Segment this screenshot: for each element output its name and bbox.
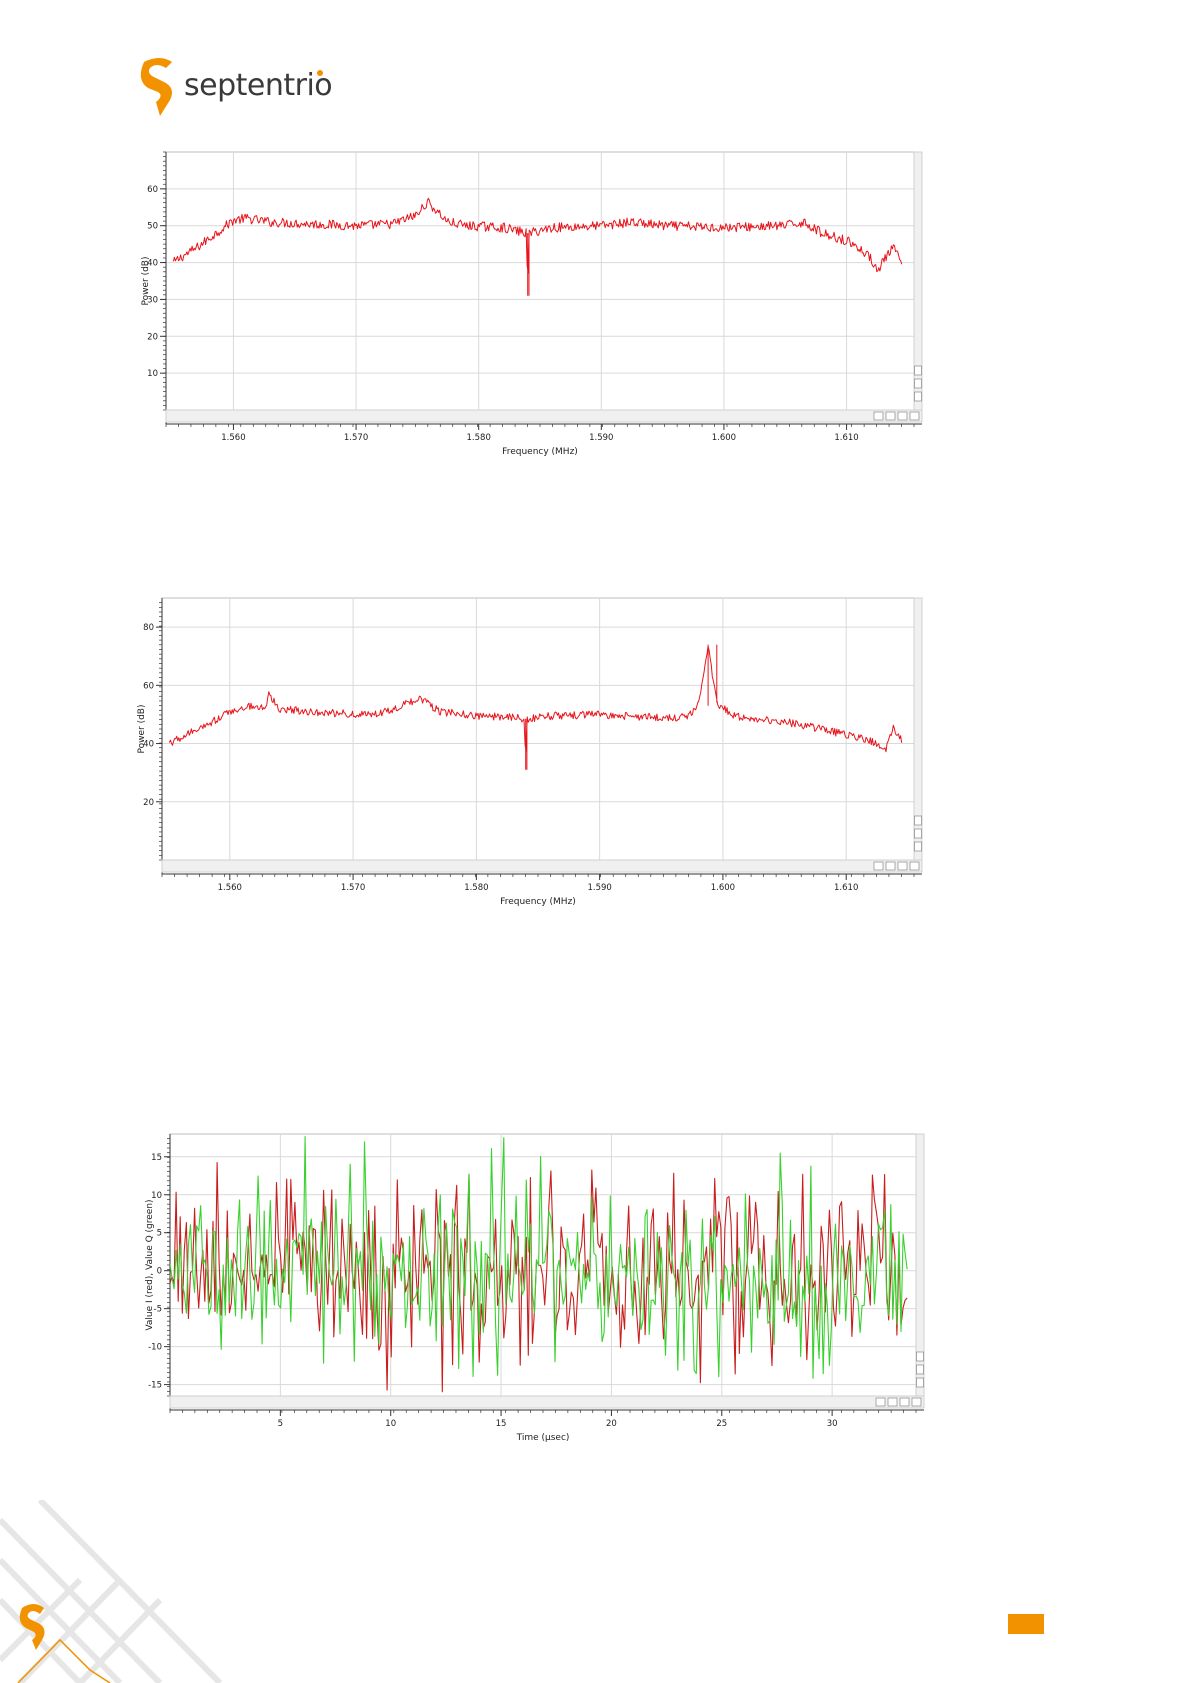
h-pan-icon[interactable]	[897, 411, 908, 421]
x-tick-label: 1.610	[834, 433, 858, 443]
zoom-in-icon[interactable]	[914, 815, 922, 826]
y-axis-label: Value I (red), Value Q (green)	[145, 1199, 155, 1330]
h-fit-icon[interactable]	[911, 1397, 922, 1407]
h-zoom-out-icon[interactable]	[887, 1397, 898, 1407]
zoom-out-icon[interactable]	[916, 1364, 924, 1375]
zoom-out-icon[interactable]	[914, 378, 922, 389]
y-tick-label: 5	[157, 1229, 162, 1239]
x-tick-label: 1.580	[464, 883, 488, 893]
vertical-scrollbar[interactable]	[913, 151, 923, 411]
y-tick-label: -15	[148, 1381, 162, 1391]
y-axis-label: Power (dB)	[141, 257, 151, 306]
x-tick-label: 1.560	[221, 433, 245, 443]
chart-svg: 5 10 15 20 25 30 -15 -10 -5 0 5 10 15 Time (µsec) Valu…	[145, 1133, 925, 1443]
vertical-scrollbar[interactable]	[913, 597, 923, 861]
corner-logo-icon	[19, 1604, 45, 1650]
spectrum-chart-1: 1.560 1.570 1.580 1.590 1.600 1.610 10 20 30 40 50…	[140, 150, 940, 486]
series-line	[168, 644, 903, 770]
y-tick-label: 60	[147, 185, 158, 195]
x-axis-label: Frequency (MHz)	[502, 447, 578, 457]
x-tick-label: 1.580	[467, 433, 491, 443]
zoom-fit-icon[interactable]	[916, 1377, 924, 1388]
plot-area	[165, 151, 915, 411]
y-tick-label: 80	[143, 623, 154, 633]
series-layer	[170, 1135, 908, 1393]
y-tick-label: -10	[148, 1343, 162, 1353]
series-layer	[172, 197, 903, 296]
h-zoom-out-icon[interactable]	[885, 861, 896, 871]
h-zoom-in-icon[interactable]	[873, 411, 884, 421]
chart-svg: 1.560 1.570 1.580 1.590 1.600 1.610 20 40 60 80 Fr…	[137, 597, 923, 907]
zoom-out-icon[interactable]	[914, 828, 922, 839]
h-zoom-in-icon[interactable]	[875, 1397, 886, 1407]
grid-lines	[162, 598, 914, 860]
h-zoom-in-icon[interactable]	[873, 861, 884, 871]
y-tick-label: 20	[143, 798, 154, 808]
y-axis-label: Power (dB)	[137, 705, 147, 754]
y-tick-label: -5	[154, 1305, 162, 1315]
y-tick-label: 40	[143, 740, 154, 750]
h-zoom-out-icon[interactable]	[885, 411, 896, 421]
x-axis-label: Time (µsec)	[516, 1433, 570, 1443]
spectrum-chart-2: 1.560 1.570 1.580 1.590 1.600 1.610 20 40 60 80 Fr…	[137, 596, 940, 937]
x-tick-label: 1.590	[589, 433, 613, 443]
series-line	[170, 1135, 908, 1379]
zoom-fit-icon[interactable]	[914, 391, 922, 402]
x-tick-label: 1.570	[344, 433, 368, 443]
x-tick-label: 10	[385, 1419, 396, 1429]
x-tick-label: 1.570	[341, 883, 365, 893]
zoom-in-icon[interactable]	[916, 1351, 924, 1362]
y-tick-label: 10	[147, 369, 158, 379]
horizontal-scrollbar[interactable]	[169, 1395, 925, 1409]
vertical-scrollbar[interactable]	[915, 1133, 925, 1397]
x-tick-label: 1.560	[218, 883, 242, 893]
h-fit-icon[interactable]	[909, 411, 920, 421]
iq-time-chart: 5 10 15 20 25 30 -15 -10 -5 0 5 10 15 Time (µsec) Valu…	[140, 1132, 940, 1476]
y-tick-label: 15	[151, 1153, 162, 1163]
zoom-fit-icon[interactable]	[914, 841, 922, 852]
horizontal-scrollbar[interactable]	[161, 859, 923, 873]
x-tick-label: 1.600	[711, 883, 735, 893]
x-tick-label: 30	[827, 1419, 838, 1429]
horizontal-scrollbar[interactable]	[165, 409, 923, 423]
series-line	[172, 197, 903, 296]
y-tick-label: 0	[157, 1267, 162, 1277]
page-badge	[1008, 1614, 1044, 1634]
grid-lines	[170, 1134, 916, 1396]
y-tick-label: 50	[147, 222, 158, 232]
x-tick-label: 1.610	[834, 883, 858, 893]
x-tick-label: 5	[278, 1419, 283, 1429]
corner-map-decoration	[0, 1500, 223, 1683]
x-axis-label: Frequency (MHz)	[500, 897, 576, 907]
x-tick-label: 20	[606, 1419, 617, 1429]
y-tick-label: 20	[147, 332, 158, 342]
h-fit-icon[interactable]	[909, 861, 920, 871]
septentrio-logo-mark-icon	[140, 58, 172, 116]
x-tick-label: 1.600	[712, 433, 736, 443]
y-tick-label: 60	[143, 681, 154, 691]
chart-svg: 1.560 1.570 1.580 1.590 1.600 1.610 10 20 30 40 50…	[141, 151, 923, 457]
x-tick-label: 1.590	[587, 883, 611, 893]
septentrio-logo: septentrio	[140, 56, 370, 116]
logo-wordmark: septentrio	[184, 68, 333, 103]
h-pan-icon[interactable]	[897, 861, 908, 871]
logo-dot-icon	[317, 70, 323, 76]
h-pan-icon[interactable]	[899, 1397, 910, 1407]
plot-area	[161, 597, 915, 861]
zoom-in-icon[interactable]	[914, 365, 922, 376]
series-layer	[168, 644, 903, 770]
x-tick-label: 15	[496, 1419, 507, 1429]
y-tick-label: 10	[151, 1191, 162, 1201]
y-tick-label: 40	[147, 259, 158, 269]
y-tick-label: 30	[147, 295, 158, 305]
x-tick-label: 25	[716, 1419, 727, 1429]
